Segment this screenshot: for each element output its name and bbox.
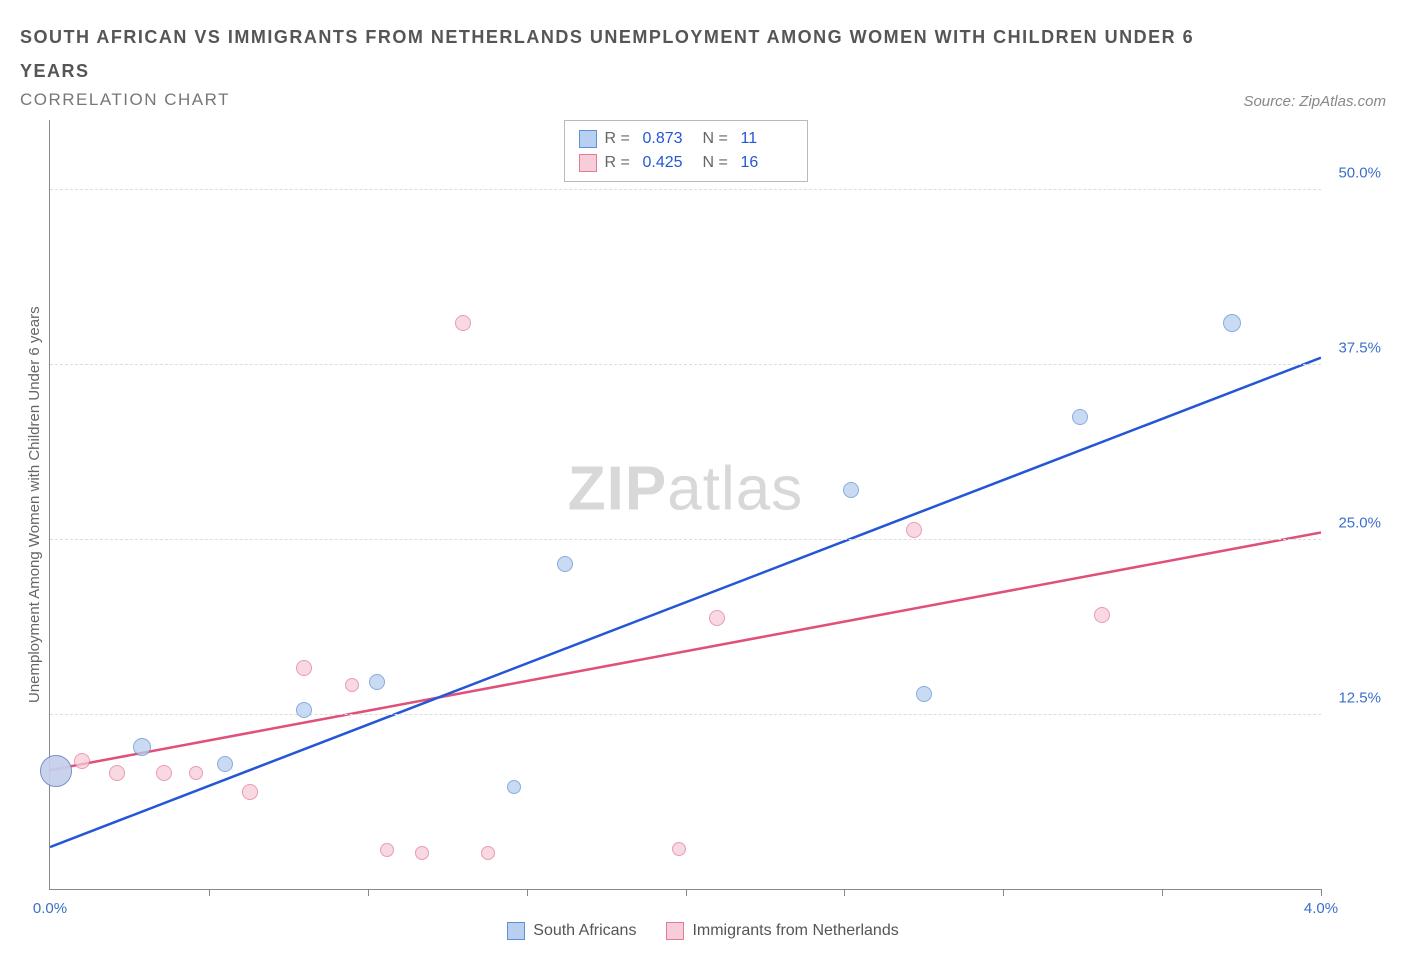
correlation-chart: SOUTH AFRICAN VS IMMIGRANTS FROM NETHERL… <box>20 20 1386 940</box>
chart-title-line1: SOUTH AFRICAN VS IMMIGRANTS FROM NETHERL… <box>20 20 1223 88</box>
data-point-sa <box>1223 314 1241 332</box>
data-point-nl <box>296 660 312 676</box>
x-tick <box>368 889 369 896</box>
legend-series: South Africans Immigrants from Netherlan… <box>20 922 1386 940</box>
x-tick <box>209 889 210 896</box>
data-point-nl <box>345 678 359 692</box>
data-point-sa <box>40 755 72 787</box>
legend-stats-row-sa: R = 0.873 N = 11 <box>579 127 793 151</box>
legend-stats-row-nl: R = 0.425 N = 16 <box>579 151 793 175</box>
data-point-nl <box>242 784 258 800</box>
data-point-nl <box>906 522 922 538</box>
legend-swatch-nl-icon <box>666 922 684 940</box>
data-point-nl <box>481 846 495 860</box>
data-point-sa <box>843 482 859 498</box>
data-point-sa <box>296 702 312 718</box>
data-point-nl <box>189 766 203 780</box>
x-tick <box>686 889 687 896</box>
data-point-nl <box>109 765 125 781</box>
data-point-nl <box>415 846 429 860</box>
x-tick <box>844 889 845 896</box>
data-point-sa <box>217 756 233 772</box>
data-point-nl <box>709 610 725 626</box>
x-tick <box>1162 889 1163 896</box>
data-point-nl <box>74 753 90 769</box>
legend-item-sa: South Africans <box>507 922 636 940</box>
x-tick-label: 4.0% <box>1304 900 1338 917</box>
chart-title-line2: CORRELATION CHART <box>20 90 1223 110</box>
data-point-nl <box>672 842 686 856</box>
plot-area: ZIPatlas R = 0.873 N = 11 R = 0.425 N = … <box>49 120 1321 890</box>
trend-lines <box>50 120 1321 889</box>
legend-stats: R = 0.873 N = 11 R = 0.425 N = 16 <box>564 120 808 182</box>
legend-item-nl: Immigrants from Netherlands <box>666 922 898 940</box>
x-tick <box>1321 889 1322 896</box>
legend-swatch-sa-icon <box>507 922 525 940</box>
x-tick-label: 0.0% <box>33 900 67 917</box>
watermark: ZIPatlas <box>568 454 803 525</box>
legend-swatch-sa <box>579 130 597 148</box>
x-tick <box>527 889 528 896</box>
gridline <box>50 364 1321 365</box>
gridline <box>50 714 1321 715</box>
gridline <box>50 189 1321 190</box>
x-tick <box>1003 889 1004 896</box>
data-point-sa <box>1072 409 1088 425</box>
source-label: Source: ZipAtlas.com <box>1243 93 1386 110</box>
data-point-sa <box>369 674 385 690</box>
data-point-sa <box>507 780 521 794</box>
data-point-sa <box>916 686 932 702</box>
legend-swatch-nl <box>579 154 597 172</box>
data-point-nl <box>156 765 172 781</box>
data-point-nl <box>1094 607 1110 623</box>
data-point-nl <box>380 843 394 857</box>
data-point-sa <box>133 738 151 756</box>
data-point-sa <box>557 556 573 572</box>
gridline <box>50 539 1321 540</box>
data-point-nl <box>455 315 471 331</box>
